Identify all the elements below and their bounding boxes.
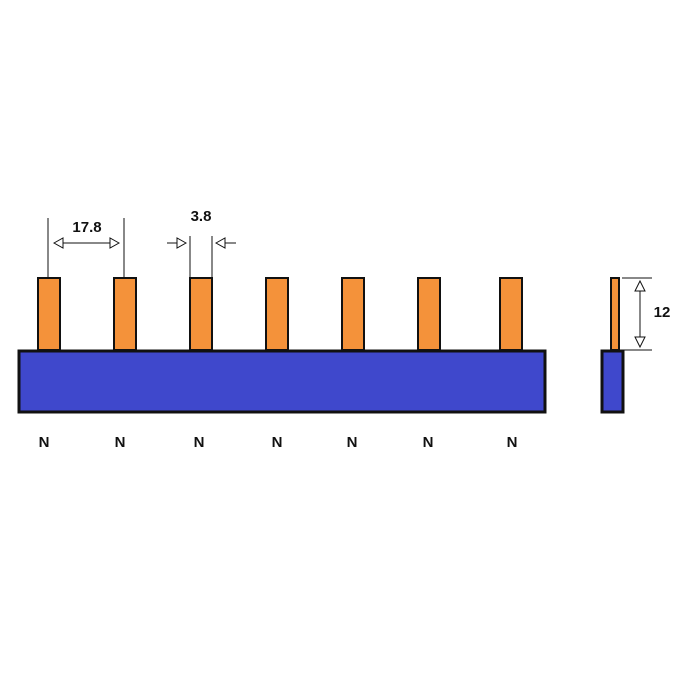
arrow-head (634, 279, 646, 292)
arrow-head (214, 237, 226, 249)
pin-label: N (194, 434, 205, 451)
pin-label: N (423, 434, 434, 451)
pin (265, 277, 289, 351)
busbar-side (600, 349, 625, 414)
pin (341, 277, 365, 351)
busbar (17, 349, 547, 414)
pin-label: N (39, 434, 50, 451)
pin-label: N (347, 434, 358, 451)
front-view (17, 277, 547, 414)
pin-labels: N N N N N N N (39, 434, 518, 451)
side-view (600, 277, 625, 414)
arrow-head (109, 237, 121, 249)
pin (189, 277, 213, 351)
arrow-head (52, 237, 64, 249)
pin-label: N (115, 434, 126, 451)
pin (417, 277, 441, 351)
pin (113, 277, 137, 351)
dimension-label: 17.8 (72, 219, 101, 236)
height-dimension: 12 (622, 277, 671, 351)
width-dimension: 3.8 (167, 208, 236, 278)
pin-side (610, 277, 620, 351)
pin-label: N (272, 434, 283, 451)
pin-label: N (507, 434, 518, 451)
pin (37, 277, 61, 351)
dimension-label: 12 (654, 304, 671, 321)
pin (499, 277, 523, 351)
arrow-head (176, 237, 188, 249)
dimension-label: 3.8 (191, 208, 212, 225)
arrow-head (634, 336, 646, 349)
pitch-dimension: 17.8 (47, 218, 125, 278)
